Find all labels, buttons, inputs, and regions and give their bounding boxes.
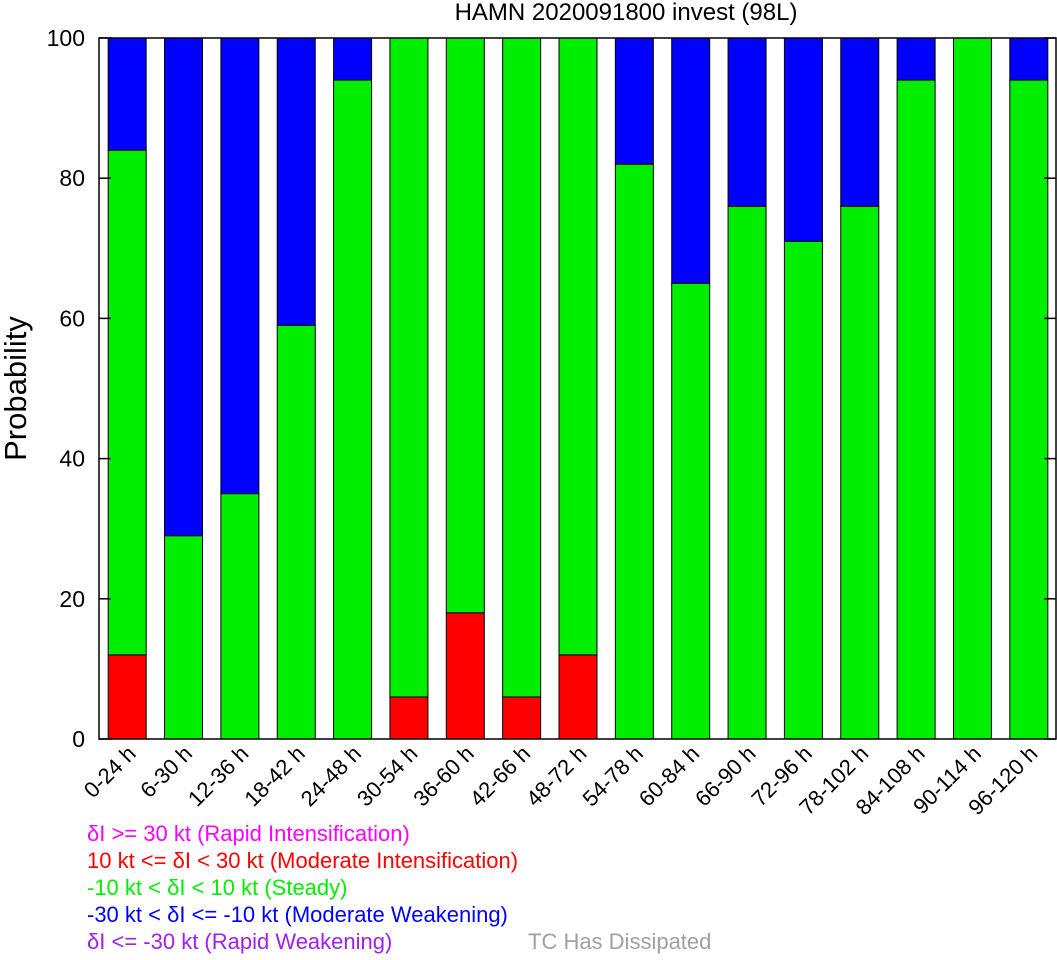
x-tick-label: 24-48 h <box>296 741 366 811</box>
bar-segment <box>558 654 598 740</box>
bar-segment <box>727 205 767 740</box>
tc-dissipated-label: TC Has Dissipated <box>528 929 712 954</box>
bar-segment <box>840 37 880 207</box>
bar-segment <box>783 37 823 242</box>
x-tick-label: 18-42 h <box>239 741 309 811</box>
y-tick-label: 40 <box>59 446 85 472</box>
bar-segment <box>333 79 373 740</box>
bar-segment <box>107 37 147 151</box>
plot-frame <box>98 37 1057 740</box>
y-axis-label: Probability <box>0 316 33 461</box>
bar-segment <box>840 205 880 740</box>
legend-moderate-intensification: 10 kt <= δI < 30 kt (Moderate Intensific… <box>87 848 519 873</box>
legend-steady: -10 kt < δI < 10 kt (Steady) <box>87 875 348 900</box>
x-tick-label: 66-90 h <box>690 741 760 811</box>
bar-segment <box>896 79 936 740</box>
x-tick-label: 0-24 h <box>79 741 141 803</box>
legend-moderate-weakening: -30 kt < δI <= -10 kt (Moderate Weakenin… <box>87 902 508 927</box>
bar-segment <box>164 535 204 740</box>
bar-segment <box>558 37 598 656</box>
bar-segment <box>445 612 485 740</box>
bar-segment <box>727 37 767 207</box>
bar-segment <box>107 149 147 656</box>
bar-segment <box>1009 79 1049 740</box>
x-tick-label: 36-60 h <box>408 741 478 811</box>
y-tick-label: 100 <box>47 25 85 51</box>
bar-segment <box>783 240 823 740</box>
probability-chart: HAMN 2020091800 invest (98L) Probability 0… <box>0 0 1057 820</box>
bar-segment <box>107 654 147 740</box>
bar-segment <box>164 37 204 537</box>
bar-segment <box>220 493 260 740</box>
bar-segment <box>389 37 429 698</box>
y-tick-label: 60 <box>59 305 85 331</box>
bar-segment <box>614 163 654 740</box>
bar-segment <box>276 37 316 326</box>
bar-segment <box>671 37 711 284</box>
bar-segment <box>502 37 542 698</box>
bar-segment <box>952 37 992 740</box>
y-tick-label: 20 <box>59 586 85 612</box>
bar-segment <box>671 282 711 740</box>
chart-title: HAMN 2020091800 invest (98L) <box>455 0 798 26</box>
bar-segment <box>502 696 542 740</box>
bar-segment <box>445 37 485 614</box>
y-tick-label: 80 <box>59 165 85 191</box>
x-tick-label: 12-36 h <box>183 741 253 811</box>
x-tick-label: 30-54 h <box>352 741 422 811</box>
y-tick-label: 0 <box>72 726 85 752</box>
bar-segment <box>333 37 373 81</box>
bar-segment <box>389 696 429 740</box>
bar-segment <box>614 37 654 165</box>
legend-rapid-intensification: δI >= 30 kt (Rapid Intensification) <box>87 821 410 846</box>
legend: δI >= 30 kt (Rapid Intensification) 10 k… <box>87 820 518 955</box>
x-tick-label: 42-66 h <box>465 741 535 811</box>
legend-rapid-weakening: δI <= -30 kt (Rapid Weakening) <box>87 929 393 954</box>
bar-segment <box>220 37 260 495</box>
bar-segment <box>1009 37 1049 81</box>
bar-segment <box>896 37 936 81</box>
x-tick-label: 54-78 h <box>577 741 647 811</box>
x-tick-label: 60-84 h <box>634 741 704 811</box>
bar-segment <box>276 324 316 740</box>
x-tick-label: 48-72 h <box>521 741 591 811</box>
